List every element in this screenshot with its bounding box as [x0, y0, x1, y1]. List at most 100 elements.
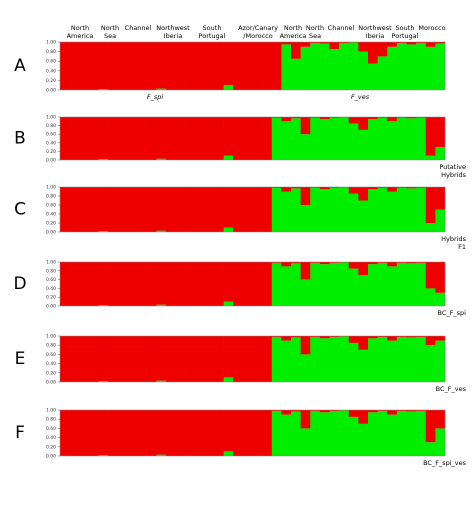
bar-segment: [98, 336, 109, 382]
plot-frame: [59, 335, 446, 383]
bar-segment: [98, 89, 109, 90]
bar-segment: [358, 275, 369, 306]
bar-segment: [310, 262, 321, 263]
panel-label: C: [14, 200, 26, 220]
bar-segment: [368, 119, 378, 160]
population-label-line: Channel: [125, 24, 152, 32]
bar-segment: [377, 117, 388, 160]
bar-segment: [108, 336, 119, 382]
bar-segment: [108, 262, 119, 306]
bar-segment: [156, 187, 167, 231]
bar-segment: [98, 381, 109, 382]
group-label: BC_F_spi_ves: [423, 459, 467, 467]
bar-segment: [300, 410, 311, 429]
bar-segment: [377, 262, 388, 263]
bar-segment: [435, 336, 446, 341]
bar-segment: [79, 336, 90, 382]
bar-segment: [117, 336, 128, 382]
population-label-line: Northwest: [358, 24, 392, 32]
bar-segment: [396, 117, 407, 118]
bar-segment: [339, 410, 350, 456]
bar-segment: [165, 117, 176, 160]
bar-segment: [233, 336, 244, 382]
bar-segment: [79, 410, 90, 456]
bar-segment: [300, 279, 311, 306]
bar-segment: [262, 42, 273, 90]
y-tick-label: 0.80: [46, 194, 56, 200]
bar-segment: [416, 117, 427, 118]
bar-segment: [242, 262, 253, 306]
bar-segment: [252, 262, 263, 306]
bar-segment: [358, 200, 369, 232]
bar-segment: [98, 42, 109, 90]
bar-segment: [291, 187, 301, 189]
bar-segment: [300, 205, 311, 232]
bar-segment: [117, 262, 128, 306]
y-tick-label: 0.40: [46, 435, 56, 441]
bar-segment: [348, 336, 359, 343]
bar-segment: [396, 262, 407, 306]
bar-segment: [425, 223, 436, 232]
bar-segment: [88, 336, 99, 382]
bar-segment: [348, 117, 359, 124]
bar-segment: [108, 410, 119, 456]
y-tick-label: 0.80: [46, 268, 56, 274]
bar-segment: [358, 129, 369, 160]
y-tick-label: 0.40: [46, 68, 56, 74]
y-tick-label: 0.60: [46, 132, 56, 138]
bar-segment: [98, 455, 109, 456]
bar-segment: [319, 42, 330, 44]
population-label-line: /Morocco: [243, 32, 272, 40]
group-label: F_ves: [351, 93, 370, 101]
y-tick-label: 0.00: [46, 304, 56, 310]
bar-segment: [319, 119, 330, 160]
bar-segment: [339, 336, 350, 382]
group-label: BC_F_spi: [438, 309, 467, 317]
bar-segment: [310, 117, 321, 160]
bar-segment: [281, 340, 292, 382]
group-label: F_spi: [147, 93, 164, 101]
bar-segment: [319, 262, 330, 265]
bar-segment: [146, 410, 157, 456]
bar-segment: [368, 187, 378, 190]
bar-segment: [98, 187, 109, 232]
bar-segment: [156, 42, 167, 89]
y-tick-label: 0.80: [46, 123, 56, 129]
bar-segment: [416, 187, 427, 188]
bar-segment: [194, 410, 205, 456]
bar-segment: [117, 117, 128, 160]
bar-segment: [127, 117, 138, 160]
bar-segment: [223, 187, 234, 228]
bar-segment: [396, 410, 407, 456]
bar-segment: [223, 42, 234, 86]
bar-segment: [98, 305, 109, 306]
bar-segment: [329, 42, 340, 50]
bar-segment: [406, 188, 417, 232]
bar-segment: [319, 264, 330, 306]
bar-segment: [300, 354, 311, 382]
bar-segment: [233, 187, 244, 232]
bar-segment: [310, 410, 321, 411]
bar-segment: [425, 336, 436, 346]
population-label: North Sea: [101, 24, 119, 40]
bar-segment: [137, 42, 147, 90]
bar-segment: [396, 262, 407, 263]
bar-segment: [300, 117, 311, 135]
bar-segment: [358, 262, 369, 276]
y-tick-label: 0.00: [46, 158, 56, 164]
bar-segment: [435, 428, 446, 456]
bar-segment: [329, 117, 340, 160]
bar-segment: [319, 410, 330, 413]
bar-segment: [165, 336, 176, 382]
bar-segment: [194, 262, 205, 306]
group-label-line: Hybrids: [441, 171, 466, 179]
bar-segment: [252, 42, 263, 90]
bar-segment: [291, 262, 301, 264]
bar-segment: [271, 117, 282, 118]
bar-segment: [165, 410, 176, 456]
y-tick-label: 0.20: [46, 444, 56, 450]
bar-segment: [117, 187, 128, 232]
bar-segment: [252, 117, 263, 160]
y-tick-label: 0.80: [46, 343, 56, 349]
panel-label: A: [14, 56, 26, 76]
